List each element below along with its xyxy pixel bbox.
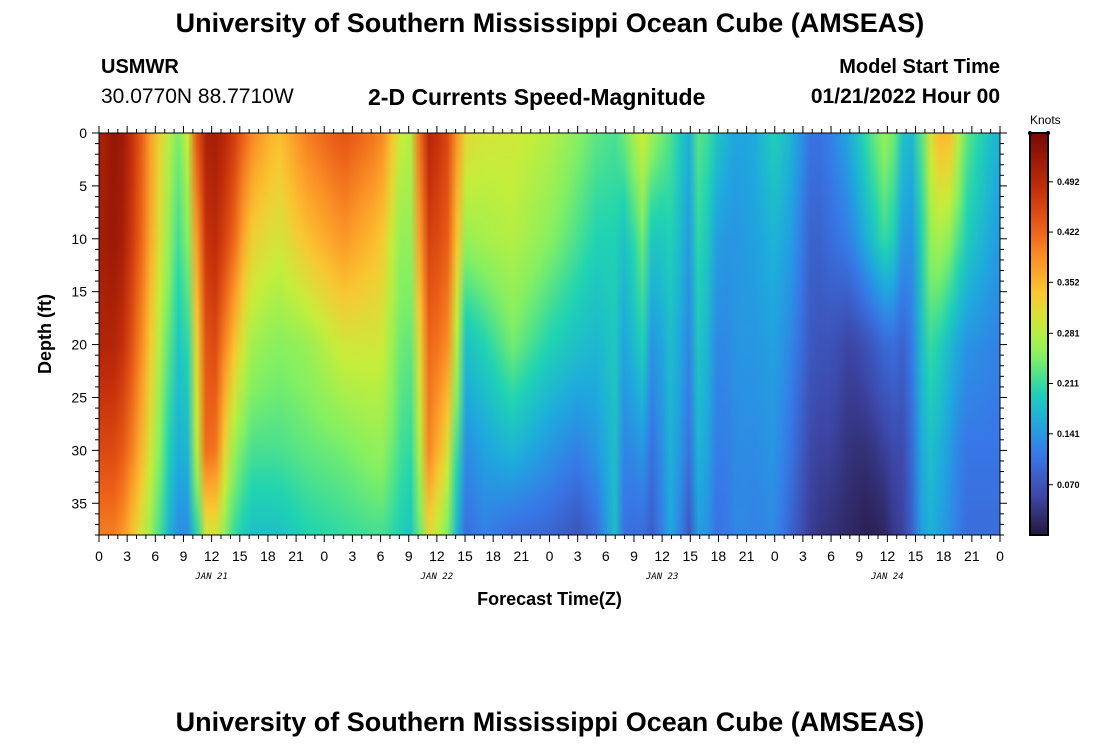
- x-tick-label: 6: [827, 548, 835, 564]
- y-tick-label: 25: [71, 389, 87, 405]
- colorbar-tick-label: 0.492: [1057, 177, 1080, 187]
- x-tick-label: 21: [288, 548, 304, 564]
- x-tick-label: 21: [964, 548, 980, 564]
- y-tick-label: 15: [71, 284, 87, 300]
- x-tick-label: 0: [546, 548, 554, 564]
- heatmap-cells: [99, 133, 1000, 535]
- x-tick-label: 6: [602, 548, 610, 564]
- x-tick-label: 15: [682, 548, 698, 564]
- x-tick-label: 3: [123, 548, 131, 564]
- x-day-label: JAN 22: [420, 572, 454, 582]
- axis-ticks: 0 3 6 9 12 15 18 21 0 3 6 9 12 15 18 21 0 3 6 9 12 15 18 21 0 3 6 9…: [71, 125, 1007, 582]
- colorbar-corner-dot: [1028, 131, 1032, 135]
- colorbar-ticks: 0.070 0.141 0.211 0.281 0.352 0.422 0.492: [1028, 131, 1080, 490]
- x-tick-label: 12: [204, 548, 220, 564]
- x-tick-label: 0: [95, 548, 103, 564]
- model-start-date: 01/21/2022 Hour 00: [810, 85, 1000, 108]
- x-tick-label: 21: [514, 548, 530, 564]
- x-tick-label: 9: [630, 548, 638, 564]
- station-id: USMWR: [101, 56, 179, 78]
- colorbar-corner-dot: [1046, 131, 1050, 135]
- x-tick-label: 0: [320, 548, 328, 564]
- y-tick-label: 5: [79, 178, 87, 194]
- heatmap-chart: 0 3 6 9 12 15 18 21 0 3 6 9 12 15 18 21 0 3 6 9 12 15 18 21 0 3 6 9…: [35, 113, 1080, 609]
- x-tick-label: 0: [996, 548, 1004, 564]
- colorbar-tick-label: 0.352: [1057, 277, 1080, 287]
- colorbar-tick-label: 0.070: [1057, 480, 1080, 490]
- x-tick-label: 6: [151, 548, 159, 564]
- x-tick-label: 15: [232, 548, 248, 564]
- colorbar-unit-label: Knots: [1030, 113, 1061, 127]
- x-tick-label: 3: [349, 548, 357, 564]
- x-tick-label: 9: [405, 548, 413, 564]
- x-axis-label: Forecast Time(Z): [477, 589, 622, 609]
- x-tick-label: 3: [799, 548, 807, 564]
- x-tick-label: 6: [377, 548, 385, 564]
- x-day-label: JAN 24: [870, 572, 904, 582]
- x-tick-label: 15: [457, 548, 473, 564]
- x-tick-label: 12: [429, 548, 445, 564]
- colorbar-tick-label: 0.141: [1057, 429, 1080, 439]
- figure-title: University of Southern Mississippi Ocean…: [175, 8, 925, 38]
- station-coordinates: 30.0770N 88.7710W: [101, 85, 294, 108]
- x-tick-label: 9: [855, 548, 863, 564]
- y-axis-label: Depth (ft): [35, 294, 55, 374]
- x-tick-label: 18: [260, 548, 276, 564]
- x-tick-label: 21: [739, 548, 755, 564]
- x-tick-label: 3: [574, 548, 582, 564]
- x-day-label: JAN 23: [645, 572, 679, 582]
- x-tick-label: 15: [908, 548, 924, 564]
- x-tick-label: 12: [654, 548, 670, 564]
- y-tick-label: 30: [71, 442, 87, 458]
- chart-title: 2-D Currents Speed-Magnitude: [368, 84, 706, 110]
- y-tick-label: 20: [71, 337, 87, 353]
- model-start-label: Model Start Time: [839, 56, 1000, 78]
- x-tick-label: 0: [771, 548, 779, 564]
- x-tick-label: 9: [180, 548, 188, 564]
- x-day-label: JAN 21: [194, 572, 228, 582]
- y-tick-label: 0: [79, 125, 87, 141]
- colorbar-tick-label: 0.281: [1057, 328, 1080, 338]
- y-tick-label: 10: [71, 231, 87, 247]
- colorbar-tick-label: 0.422: [1057, 227, 1080, 237]
- footer-title: University of Southern Mississippi Ocean…: [175, 707, 925, 737]
- colorbar-tick-label: 0.211: [1057, 379, 1079, 389]
- colorbar: [1029, 132, 1049, 536]
- y-tick-label: 35: [71, 495, 87, 511]
- x-tick-label: 12: [880, 548, 896, 564]
- x-tick-label: 18: [936, 548, 952, 564]
- x-tick-label: 18: [711, 548, 727, 564]
- x-tick-label: 18: [485, 548, 501, 564]
